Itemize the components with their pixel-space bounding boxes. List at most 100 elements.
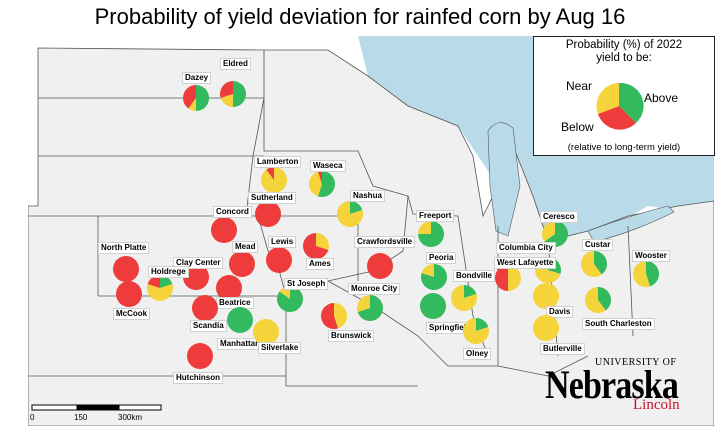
site-pie xyxy=(451,285,477,311)
site-label: Manhattan xyxy=(217,338,263,350)
logo-university: UNIVERSITY OF xyxy=(595,357,677,368)
pie-slice-near xyxy=(334,303,347,329)
pie-slice-below xyxy=(266,247,292,273)
site-label: Holdrege xyxy=(148,266,189,278)
site-label: McCook xyxy=(113,308,151,320)
site-label: Nashua xyxy=(350,190,385,202)
site-label: Davis xyxy=(546,306,574,318)
pie-slice-near xyxy=(533,315,559,341)
pie-slice-below xyxy=(183,264,209,290)
site-pie xyxy=(367,253,393,279)
site-label: Crawfordsville xyxy=(354,236,416,248)
legend-note: (relative to long-term yield) xyxy=(567,142,681,153)
site-label: Lamberton xyxy=(254,156,302,168)
pie-slice-near xyxy=(147,283,173,301)
scale-label-0: 0 xyxy=(30,413,35,422)
site-pie xyxy=(420,293,446,319)
site-pie xyxy=(116,281,142,307)
pie-slice-near xyxy=(357,295,370,313)
site-label: Sutherland xyxy=(248,192,296,204)
site-pie xyxy=(229,251,255,277)
legend-box: Probability (%) of 2022 yield to be: Nea… xyxy=(533,36,715,156)
site-label: West Lafayette xyxy=(494,257,557,269)
legend-near-label: Near xyxy=(566,79,593,93)
pie-slice-below xyxy=(116,281,142,307)
site-pie xyxy=(183,85,209,111)
site-label: Columbia City xyxy=(496,242,556,254)
logo-lincoln: Lincoln xyxy=(633,397,680,413)
legend-pie-near xyxy=(596,83,619,114)
site-pie xyxy=(303,233,329,259)
scale-label-150: 150 xyxy=(74,413,88,422)
legend-pie-above xyxy=(619,82,644,123)
pie-slice-near xyxy=(337,201,363,227)
site-label: Dazey xyxy=(182,72,212,84)
pie-slice-near xyxy=(508,265,521,291)
pie-slice-below xyxy=(266,167,274,180)
site-label: Bondville xyxy=(453,270,496,282)
site-pie xyxy=(633,261,659,287)
pie-slice-near xyxy=(581,251,602,277)
pie-slice-above xyxy=(357,295,383,321)
pie-slice-near xyxy=(542,221,555,242)
site-label: Peoria xyxy=(426,252,457,264)
site-label: Lewis xyxy=(268,236,297,248)
pie-slice-near xyxy=(309,171,322,197)
pie-slice-near xyxy=(253,319,279,345)
site-pie xyxy=(495,265,521,291)
site-pie xyxy=(147,275,173,301)
site-pie xyxy=(337,201,363,227)
pie-slice-near xyxy=(451,285,477,311)
pie-slice-near xyxy=(533,283,559,309)
site-label: Concord xyxy=(213,206,252,218)
site-pie xyxy=(216,275,242,301)
pie-slice-below xyxy=(211,217,237,243)
site-label: Freeport xyxy=(416,210,455,222)
site-label: Olney xyxy=(463,348,492,360)
site-pie xyxy=(253,319,279,345)
pie-slice-below xyxy=(216,275,242,301)
legend-pie-below xyxy=(598,106,636,130)
site-label: St Joseph xyxy=(284,278,329,290)
pie-slice-near xyxy=(633,261,651,287)
scale-bar-graphic xyxy=(31,404,162,411)
site-label: Monroe City xyxy=(348,283,401,295)
site-pie xyxy=(542,221,568,247)
pie-slice-below xyxy=(321,303,339,329)
pie-slice-below xyxy=(303,233,329,259)
legend-title-line2: yield to be: xyxy=(596,52,652,64)
pie-slice-near xyxy=(585,287,606,313)
pie-slice-below xyxy=(229,251,255,277)
pie-slice-above xyxy=(317,171,335,197)
pie-slice-above xyxy=(233,81,246,107)
pie-slice-below xyxy=(367,253,393,279)
pie-slice-near xyxy=(463,318,489,344)
pie-slice-below xyxy=(192,295,218,321)
map-title: Probability of yield deviation for rainf… xyxy=(94,4,626,29)
site-pie xyxy=(421,264,447,290)
pie-slice-near xyxy=(421,264,434,277)
pie-slice-near xyxy=(418,221,431,234)
site-label: Waseca xyxy=(310,160,346,172)
pie-slice-below xyxy=(147,275,160,288)
pie-slice-above xyxy=(160,275,173,288)
pie-slice-below xyxy=(317,171,322,184)
site-label: Scandia xyxy=(190,320,227,332)
pie-slice-above xyxy=(646,261,659,287)
site-pie xyxy=(418,221,444,247)
pie-slice-above xyxy=(464,285,477,298)
site-pie xyxy=(192,295,218,321)
site-pie xyxy=(357,295,383,321)
site-pie xyxy=(255,201,281,227)
scale-label-300: 300km xyxy=(118,413,143,422)
legend-title-line1: Probability (%) of 2022 xyxy=(565,39,683,51)
site-pie xyxy=(227,307,253,333)
site-pie xyxy=(183,264,209,290)
pie-slice-above xyxy=(196,85,209,111)
site-pie xyxy=(113,256,139,282)
pie-slice-below xyxy=(187,343,213,369)
site-label: South Charleston xyxy=(582,318,655,330)
logo-nebraska: Nebraska xyxy=(545,362,679,407)
site-label: Brunswick xyxy=(328,330,375,342)
pie-slice-above xyxy=(227,307,253,333)
